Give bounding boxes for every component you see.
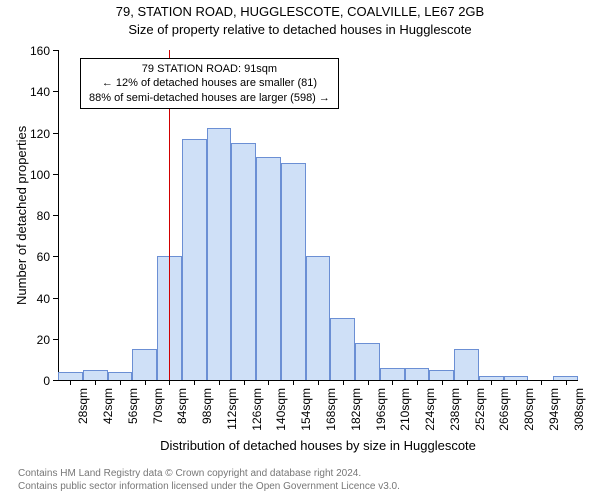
x-tick-mark <box>194 380 195 385</box>
x-tick-label: 294sqm <box>547 388 561 438</box>
footer-line-2: Contains public sector information licen… <box>18 481 400 492</box>
y-tick-label: 60 <box>20 250 50 264</box>
y-tick-mark <box>53 215 58 216</box>
x-tick-label: 56sqm <box>126 388 140 438</box>
footer-line-1: Contains HM Land Registry data © Crown c… <box>18 468 361 479</box>
histogram-bar <box>207 128 232 380</box>
x-tick-mark <box>318 380 319 385</box>
histogram-bar <box>454 349 479 380</box>
x-tick-label: 210sqm <box>398 388 412 438</box>
x-tick-mark <box>417 380 418 385</box>
x-tick-mark <box>70 380 71 385</box>
histogram-bar <box>231 143 256 380</box>
x-tick-mark <box>442 380 443 385</box>
x-tick-label: 84sqm <box>175 388 189 438</box>
x-tick-mark <box>244 380 245 385</box>
annotation-box: 79 STATION ROAD: 91sqm ← 12% of detached… <box>80 58 339 109</box>
histogram-bar <box>182 139 207 380</box>
histogram-bar <box>429 370 454 380</box>
y-tick-label: 0 <box>20 374 50 388</box>
x-tick-label: 42sqm <box>101 388 115 438</box>
histogram-bar <box>405 368 430 380</box>
y-tick-label: 100 <box>20 168 50 182</box>
x-tick-label: 70sqm <box>151 388 165 438</box>
x-tick-mark <box>95 380 96 385</box>
x-tick-label: 280sqm <box>522 388 536 438</box>
x-tick-mark <box>219 380 220 385</box>
y-tick-mark <box>53 380 58 381</box>
histogram-bar <box>281 163 306 380</box>
x-tick-mark <box>516 380 517 385</box>
annotation-line1: 79 STATION ROAD: 91sqm <box>89 62 330 76</box>
x-tick-mark <box>566 380 567 385</box>
x-tick-label: 168sqm <box>324 388 338 438</box>
y-tick-label: 120 <box>20 127 50 141</box>
x-tick-mark <box>368 380 369 385</box>
y-tick-label: 40 <box>20 292 50 306</box>
y-tick-label: 80 <box>20 209 50 223</box>
x-axis-label: Distribution of detached houses by size … <box>58 438 578 453</box>
x-tick-label: 224sqm <box>423 388 437 438</box>
histogram-bar <box>132 349 157 380</box>
histogram-bar <box>306 256 331 380</box>
x-tick-label: 112sqm <box>225 388 239 438</box>
x-tick-mark <box>343 380 344 385</box>
histogram-bar <box>83 370 108 380</box>
histogram-bar <box>58 372 83 380</box>
x-tick-label: 154sqm <box>299 388 313 438</box>
y-axis-line <box>58 50 59 380</box>
x-tick-mark <box>392 380 393 385</box>
annotation-line2: ← 12% of detached houses are smaller (81… <box>89 76 330 90</box>
x-tick-label: 182sqm <box>349 388 363 438</box>
histogram-bar <box>330 318 355 380</box>
y-tick-mark <box>53 91 58 92</box>
x-tick-mark <box>120 380 121 385</box>
chart-subtitle: Size of property relative to detached ho… <box>0 22 600 37</box>
y-tick-label: 160 <box>20 44 50 58</box>
x-tick-label: 98sqm <box>200 388 214 438</box>
x-tick-mark <box>169 380 170 385</box>
chart-container: { "title": "79, STATION ROAD, HUGGLESCOT… <box>0 0 600 500</box>
histogram-bar <box>380 368 405 380</box>
histogram-bar <box>355 343 380 380</box>
y-tick-mark <box>53 298 58 299</box>
y-tick-mark <box>53 174 58 175</box>
histogram-bar <box>256 157 281 380</box>
y-tick-label: 20 <box>20 333 50 347</box>
y-tick-mark <box>53 339 58 340</box>
x-tick-label: 266sqm <box>497 388 511 438</box>
x-tick-mark <box>293 380 294 385</box>
x-tick-label: 252sqm <box>473 388 487 438</box>
y-tick-mark <box>53 256 58 257</box>
chart-title: 79, STATION ROAD, HUGGLESCOTE, COALVILLE… <box>0 4 600 19</box>
x-tick-mark <box>467 380 468 385</box>
histogram-bar <box>108 372 133 380</box>
x-tick-label: 238sqm <box>448 388 462 438</box>
x-tick-mark <box>491 380 492 385</box>
x-tick-label: 28sqm <box>76 388 90 438</box>
x-tick-label: 140sqm <box>274 388 288 438</box>
y-tick-label: 140 <box>20 85 50 99</box>
x-tick-label: 196sqm <box>374 388 388 438</box>
y-tick-mark <box>53 50 58 51</box>
x-tick-label: 126sqm <box>250 388 264 438</box>
annotation-line3: 88% of semi-detached houses are larger (… <box>89 91 330 105</box>
x-tick-mark <box>268 380 269 385</box>
x-tick-label: 308sqm <box>572 388 586 438</box>
x-tick-mark <box>541 380 542 385</box>
x-tick-mark <box>145 380 146 385</box>
y-tick-mark <box>53 133 58 134</box>
